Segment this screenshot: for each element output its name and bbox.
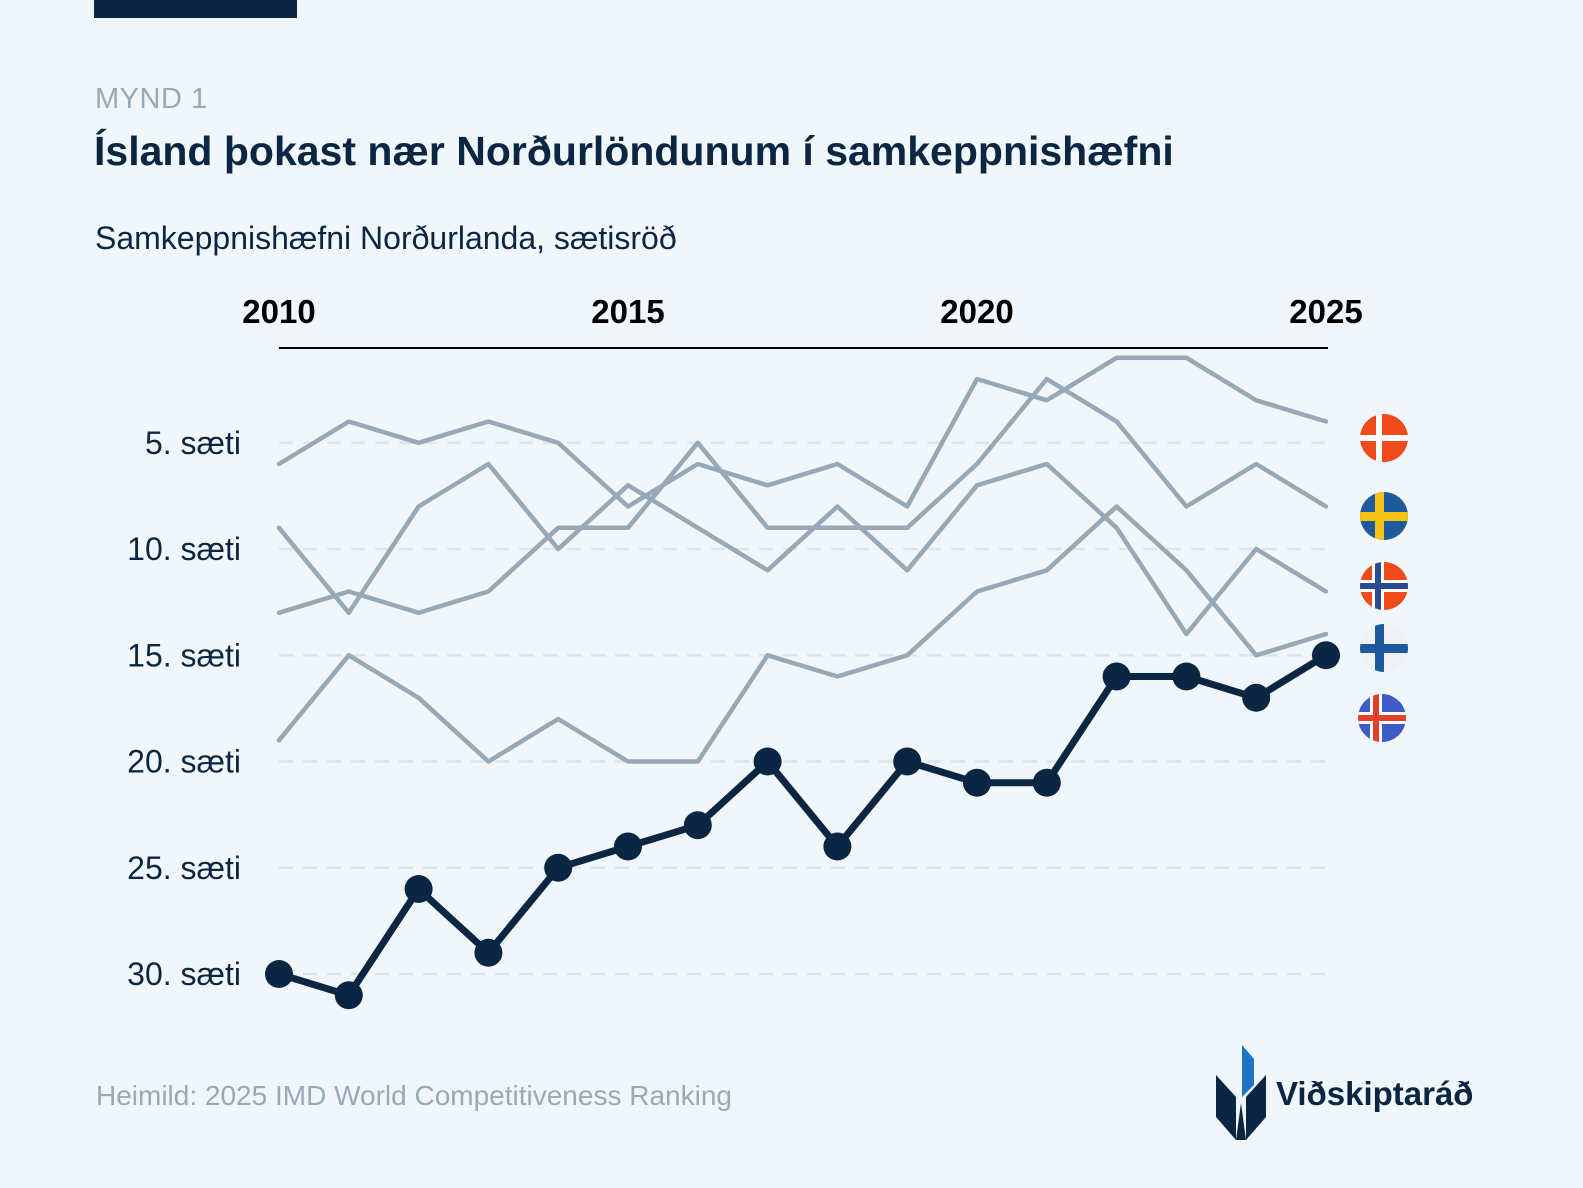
iceland-data-point bbox=[683, 811, 712, 840]
grid-lines bbox=[279, 441, 1326, 976]
norway-flag-icon bbox=[1360, 562, 1408, 610]
y-tick-label: 5. sæti bbox=[145, 425, 241, 461]
sweden-flag-icon bbox=[1360, 492, 1408, 540]
iceland-data-point bbox=[265, 960, 293, 988]
iceland-data-point bbox=[1312, 641, 1340, 670]
logo-icon bbox=[1216, 1045, 1266, 1140]
denmark-flag-icon bbox=[1360, 414, 1408, 462]
y-tick-label: 15. sæti bbox=[127, 637, 241, 673]
top-accent-bar bbox=[94, 0, 297, 18]
iceland-data-point bbox=[893, 747, 922, 776]
iceland-data-point bbox=[1172, 662, 1201, 691]
vidskiptarad-logo: Viðskiptaráð bbox=[1214, 1045, 1484, 1140]
iceland-data-point bbox=[963, 768, 991, 797]
series-lines bbox=[275, 355, 1330, 999]
logo-text: Viðskiptaráð bbox=[1276, 1075, 1474, 1112]
iceland-data-point bbox=[1242, 683, 1271, 712]
y-tick-labels: 5. sæti 10. sæti 15. sæti 20. sæti 25. sæti 3… bbox=[127, 425, 241, 992]
x-tick-label: 2025 bbox=[1289, 293, 1362, 330]
x-tick-label: 2010 bbox=[242, 293, 315, 330]
iceland-data-point bbox=[334, 981, 363, 1010]
chart-title: Ísland þokast nær Norðurlöndunum í samke… bbox=[94, 128, 1174, 174]
sweden-series-line bbox=[276, 461, 1329, 637]
norway-series-line bbox=[276, 376, 1329, 616]
y-tick-label: 20. sæti bbox=[127, 744, 241, 780]
legend-flags bbox=[1358, 414, 1408, 742]
denmark-series-line bbox=[276, 355, 1329, 509]
iceland-data-point bbox=[474, 938, 503, 967]
finland-flag-icon bbox=[1360, 624, 1408, 672]
y-tick-label: 25. sæti bbox=[127, 850, 241, 886]
iceland-data-point bbox=[1032, 768, 1061, 797]
iceland-data-point bbox=[1102, 662, 1131, 691]
highlight-points bbox=[265, 641, 1340, 1010]
iceland-data-point bbox=[404, 875, 433, 903]
y-tick-label: 10. sæti bbox=[127, 531, 241, 567]
x-tick-label: 2015 bbox=[591, 293, 664, 330]
iceland-flag-icon bbox=[1358, 694, 1406, 742]
iceland-series-line bbox=[275, 651, 1330, 999]
x-tick-label: 2020 bbox=[940, 293, 1013, 330]
finland-series-line bbox=[276, 504, 1329, 764]
chart-subtitle: Samkeppnishæfni Norðurlanda, sætisröð bbox=[95, 220, 677, 256]
iceland-data-point bbox=[823, 832, 852, 861]
x-tick-labels: 2010 2015 2020 2025 bbox=[242, 293, 1362, 330]
iceland-data-point bbox=[544, 853, 573, 882]
iceland-data-point bbox=[753, 747, 782, 776]
iceland-data-point bbox=[614, 832, 642, 861]
source-note: Heimild: 2025 IMD World Competitiveness … bbox=[96, 1080, 732, 1111]
figure-label: MYND 1 bbox=[95, 83, 208, 115]
y-tick-label: 30. sæti bbox=[127, 956, 241, 992]
